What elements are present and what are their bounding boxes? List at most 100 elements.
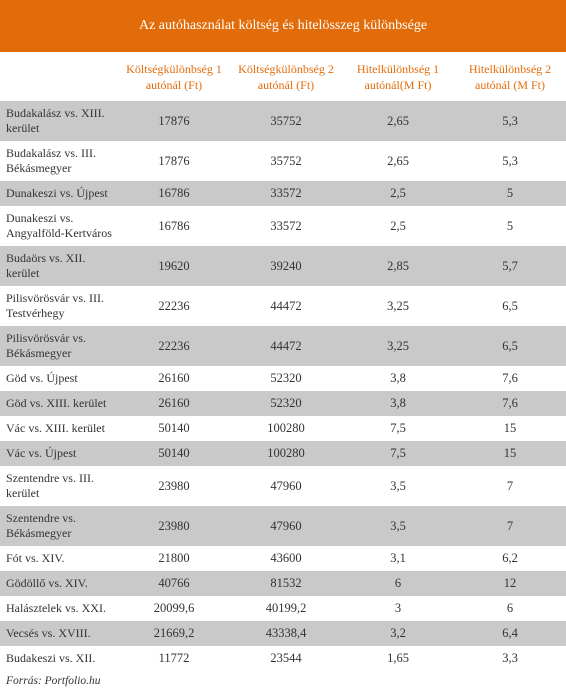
cell-col-2: 44472 [230,326,342,366]
cell-col-2: 44472 [230,286,342,326]
table-row: Budakalász vs. XIII. kerület17876357522,… [0,101,566,141]
cell-col-3: 2,65 [342,141,454,181]
row-label: Budakeszi vs. XII. [0,646,118,671]
cell-col-1: 22236 [118,286,230,326]
cell-col-2: 81532 [230,571,342,596]
cell-col-1: 11772 [118,646,230,671]
table-row: Göd vs. Újpest26160523203,87,6 [0,366,566,391]
cell-col-1: 21800 [118,546,230,571]
cell-col-1: 50140 [118,416,230,441]
table-row: Szentendre vs. III. kerület23980479603,5… [0,466,566,506]
row-label: Vác vs. Újpest [0,441,118,466]
cell-col-2: 47960 [230,466,342,506]
cell-col-1: 21669,2 [118,621,230,646]
table-row: Pilisvörösvár vs. Békásmegyer22236444723… [0,326,566,366]
cell-col-2: 35752 [230,141,342,181]
cell-col-1: 26160 [118,366,230,391]
source-text: Forrás: Portfolio.hu [0,671,566,695]
cell-col-4: 7 [454,466,566,506]
row-label: Vác vs. XIII. kerület [0,416,118,441]
table-row: Szentendre vs. Békásmegyer23980479603,57 [0,506,566,546]
cell-col-1: 50140 [118,441,230,466]
cell-col-4: 6,5 [454,286,566,326]
cell-col-4: 7,6 [454,366,566,391]
table-row: Budakeszi vs. XII.11772235441,653,3 [0,646,566,671]
row-label: Budaörs vs. XII. kerület [0,246,118,286]
cell-col-1: 23980 [118,506,230,546]
cell-col-1: 40766 [118,571,230,596]
cell-col-4: 7,6 [454,391,566,416]
cell-col-1: 17876 [118,141,230,181]
cell-col-4: 3,3 [454,646,566,671]
row-label: Dunakeszi vs. Angyalföld-Kertváros [0,206,118,246]
cell-col-2: 40199,2 [230,596,342,621]
page-title: Az autóhasználat költség és hitelösszeg … [0,0,566,52]
cell-col-4: 7 [454,506,566,546]
table-row: Dunakeszi vs. Angyalföld-Kertváros167863… [0,206,566,246]
cell-col-3: 3,8 [342,366,454,391]
table-row: Vác vs. Újpest501401002807,515 [0,441,566,466]
table-row: Vác vs. XIII. kerület501401002807,515 [0,416,566,441]
cell-col-3: 3,25 [342,286,454,326]
cell-col-3: 3,2 [342,621,454,646]
cell-col-2: 100280 [230,416,342,441]
cell-col-1: 16786 [118,181,230,206]
cell-col-3: 2,5 [342,181,454,206]
cell-col-3: 3,8 [342,391,454,416]
cell-col-3: 3,25 [342,326,454,366]
cell-col-1: 17876 [118,101,230,141]
cell-col-3: 6 [342,571,454,596]
cell-col-4: 15 [454,441,566,466]
cell-col-3: 3,5 [342,466,454,506]
cell-col-4: 15 [454,416,566,441]
cell-col-1: 16786 [118,206,230,246]
row-label: Gödöllő vs. XIV. [0,571,118,596]
cell-col-4: 5,3 [454,141,566,181]
table-container: Az autóhasználat költség és hitelösszeg … [0,0,566,695]
cell-col-3: 2,65 [342,101,454,141]
cell-col-4: 6,4 [454,621,566,646]
col-header-3: Hitelkülönbség 1 autónál(M Ft) [342,52,454,101]
cell-col-3: 7,5 [342,441,454,466]
data-table: Költségkülönbség 1 autónál (Ft) Költségk… [0,52,566,671]
cell-col-3: 1,65 [342,646,454,671]
cell-col-2: 43338,4 [230,621,342,646]
row-label: Halásztelek vs. XXI. [0,596,118,621]
cell-col-3: 3,1 [342,546,454,571]
cell-col-2: 47960 [230,506,342,546]
cell-col-4: 6 [454,596,566,621]
col-header-2: Költségkülönbség 2 autónál (Ft) [230,52,342,101]
cell-col-4: 12 [454,571,566,596]
table-row: Budakalász vs. III. Békásmegyer178763575… [0,141,566,181]
row-label: Budakalász vs. III. Békásmegyer [0,141,118,181]
cell-col-4: 5,3 [454,101,566,141]
row-label: Vecsés vs. XVIII. [0,621,118,646]
cell-col-4: 5,7 [454,246,566,286]
cell-col-1: 22236 [118,326,230,366]
cell-col-4: 6,5 [454,326,566,366]
row-label: Budakalász vs. XIII. kerület [0,101,118,141]
table-row: Halásztelek vs. XXI.20099,640199,236 [0,596,566,621]
table-row: Fót vs. XIV.21800436003,16,2 [0,546,566,571]
cell-col-3: 3 [342,596,454,621]
cell-col-3: 2,85 [342,246,454,286]
cell-col-1: 19620 [118,246,230,286]
cell-col-2: 43600 [230,546,342,571]
cell-col-4: 6,2 [454,546,566,571]
cell-col-2: 23544 [230,646,342,671]
table-row: Budaörs vs. XII. kerület19620392402,855,… [0,246,566,286]
col-header-empty [0,52,118,101]
cell-col-2: 52320 [230,391,342,416]
table-row: Pilisvörösvár vs. III. Testvérhegy222364… [0,286,566,326]
row-label: Szentendre vs. III. kerület [0,466,118,506]
cell-col-3: 7,5 [342,416,454,441]
row-label: Szentendre vs. Békásmegyer [0,506,118,546]
cell-col-2: 33572 [230,206,342,246]
header-row: Költségkülönbség 1 autónál (Ft) Költségk… [0,52,566,101]
cell-col-1: 26160 [118,391,230,416]
cell-col-3: 3,5 [342,506,454,546]
cell-col-2: 33572 [230,181,342,206]
cell-col-1: 20099,6 [118,596,230,621]
cell-col-4: 5 [454,206,566,246]
row-label: Pilisvörösvár vs. Békásmegyer [0,326,118,366]
